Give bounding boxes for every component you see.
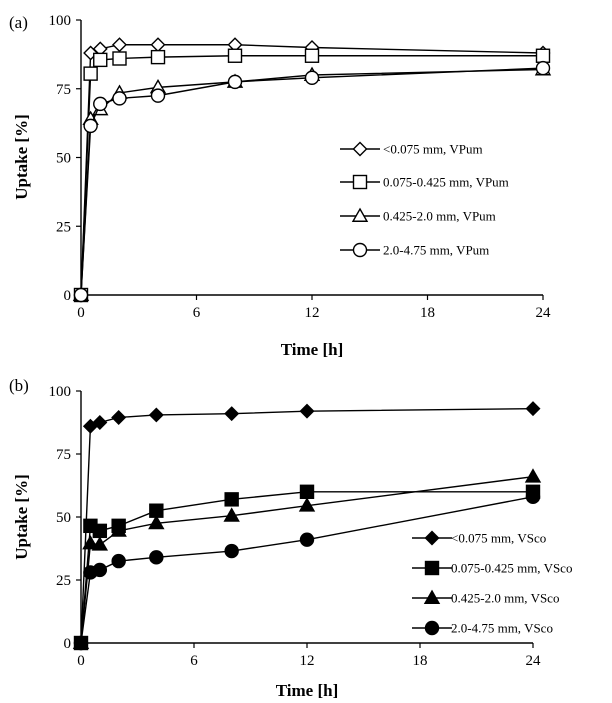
- y-tick-label: 75: [56, 82, 71, 98]
- y-tick-label: 25: [56, 219, 71, 235]
- legend-label: <0.075 mm, VPum: [383, 142, 483, 157]
- legend-item: <0.075 mm, VSco: [412, 531, 546, 546]
- data-point: [524, 468, 542, 483]
- data-point: [112, 51, 127, 66]
- data-point: [92, 415, 108, 430]
- x-tick-label: 6: [193, 305, 201, 321]
- data-point: [111, 553, 126, 569]
- y-tick-label: 0: [64, 288, 72, 304]
- data-point: [93, 52, 108, 68]
- data-point: [227, 48, 243, 63]
- legend-item: <0.075 mm, VPum: [340, 142, 483, 157]
- data-point: [73, 635, 89, 651]
- data-point: [150, 37, 166, 53]
- data-point: [149, 550, 164, 565]
- legend-item: 2.0-4.75 mm, VSco: [412, 621, 553, 636]
- x-tick-label: 12: [300, 653, 315, 669]
- series-circle: [73, 489, 541, 651]
- y-tick-label: 50: [56, 510, 71, 526]
- legend-label: 0.075-0.425 mm, VSco: [451, 561, 572, 576]
- data-point: [304, 70, 320, 85]
- legend-marker: [423, 589, 441, 604]
- chart-panel-b: 0 25 50 75 100 0 6 12 18 24 (b) Time [h] Uptake [%] <…: [9, 376, 572, 700]
- legend-label: 0.425-2.0 mm, VSco: [451, 591, 559, 606]
- legend-item: 0.425-2.0 mm, VSco: [412, 589, 559, 606]
- y-tick-label: 50: [56, 151, 71, 167]
- series-triangle: [72, 468, 542, 649]
- x-axis-label: Time [h]: [281, 340, 344, 359]
- legend-label: <0.075 mm, VSco: [451, 531, 546, 546]
- data-point: [535, 60, 551, 76]
- x-axis-label: Time [h]: [276, 681, 339, 700]
- data-point: [112, 91, 127, 106]
- y-tick-label: 75: [56, 447, 71, 463]
- legend-label: 0.075-0.425 mm, VPum: [383, 175, 509, 190]
- chart-panel-a: 0 25 50 75 100 0 6 12 18 24 (a) Time [h] Uptake [%] <…: [9, 13, 552, 359]
- legend: <0.075 mm, VSco 0.075-0.425 mm, VSco 0.425…: [412, 531, 572, 636]
- x-tick-label: 0: [77, 653, 85, 669]
- data-point: [298, 497, 316, 512]
- legend-marker: [424, 620, 440, 636]
- data-point: [93, 96, 108, 112]
- legend-marker: [352, 174, 368, 190]
- x-tick-label: 0: [77, 305, 85, 321]
- x-tick-label: 24: [536, 305, 552, 321]
- data-point: [148, 514, 165, 530]
- data-point: [150, 49, 166, 65]
- data-point: [223, 507, 240, 522]
- legend-marker: [424, 560, 440, 576]
- data-point: [91, 536, 109, 551]
- data-point: [92, 523, 108, 539]
- data-point: [299, 403, 315, 419]
- x-tick-label: 6: [190, 653, 198, 669]
- legend-label: 2.0-4.75 mm, VPum: [383, 243, 489, 258]
- data-point: [304, 48, 320, 63]
- data-point: [299, 532, 315, 547]
- y-tick-label: 25: [56, 573, 71, 589]
- legend-marker: [351, 207, 369, 222]
- data-point: [535, 48, 551, 63]
- data-point: [525, 489, 541, 505]
- legend-label: 0.425-2.0 mm, VPum: [383, 209, 496, 224]
- data-point: [227, 74, 243, 90]
- y-axis-label: Uptake [%]: [12, 474, 31, 559]
- y-tick-label: 0: [64, 636, 72, 652]
- legend-marker: [352, 242, 368, 258]
- data-point: [112, 37, 127, 53]
- data-point: [83, 118, 98, 134]
- y-tick-label: 100: [49, 13, 72, 29]
- data-point: [111, 409, 127, 425]
- data-point: [148, 407, 164, 423]
- data-point: [224, 406, 240, 422]
- legend-item: 0.075-0.425 mm, VPum: [340, 175, 509, 190]
- x-tick-label: 24: [526, 653, 542, 669]
- panel-label: (b): [9, 376, 29, 395]
- data-point: [299, 484, 315, 499]
- legend-label: 2.0-4.75 mm, VSco: [451, 621, 553, 636]
- y-axis-label: Uptake [%]: [12, 114, 31, 199]
- legend-marker: [352, 141, 368, 157]
- data-point: [73, 287, 89, 303]
- x-tick-label: 18: [413, 653, 428, 669]
- data-point: [110, 522, 127, 537]
- legend-item: 2.0-4.75 mm, VPum: [340, 243, 489, 258]
- y-tick-label: 100: [49, 384, 72, 400]
- data-point: [150, 88, 166, 103]
- series-line: [80, 407, 534, 644]
- legend-item: 0.425-2.0 mm, VPum: [340, 207, 496, 224]
- data-point: [525, 401, 541, 417]
- x-tick-label: 12: [305, 305, 320, 321]
- legend-item: 0.075-0.425 mm, VSco: [412, 561, 572, 576]
- data-point: [82, 535, 99, 550]
- data-point: [224, 492, 239, 507]
- x-tick-label: 18: [420, 305, 435, 321]
- panel-label: (a): [9, 13, 28, 32]
- series-circle: [73, 60, 551, 303]
- data-point: [224, 543, 239, 559]
- legend-marker: [424, 530, 440, 546]
- data-point: [83, 66, 98, 81]
- data-point: [92, 562, 108, 578]
- legend: <0.075 mm, VPum 0.075-0.425 mm, VPum 0.425…: [340, 142, 509, 258]
